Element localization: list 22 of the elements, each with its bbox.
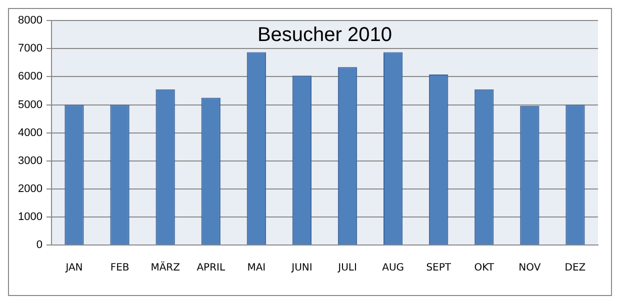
- x-tick-label: JULI: [337, 262, 357, 274]
- x-tick-label: JUNI: [290, 262, 312, 274]
- x-tick-label: DEZ: [564, 262, 586, 274]
- x-tick-label: JAN: [64, 262, 83, 274]
- x-tick-label: NOV: [518, 262, 541, 274]
- y-tick-label: 2000: [18, 182, 42, 195]
- x-tick-label: FEB: [110, 262, 130, 274]
- y-tick-label: 4000: [18, 126, 42, 139]
- x-tick-label: OKT: [474, 262, 495, 274]
- x-tick-label: APRIL: [196, 262, 226, 274]
- y-tick-label: 1000: [18, 210, 42, 223]
- x-tick-label: SEPT: [426, 262, 452, 274]
- y-tick-label: 6000: [18, 70, 42, 83]
- chart-title: Besucher 2010: [257, 24, 392, 46]
- y-tick-label: 0: [36, 239, 42, 252]
- y-tick-label: 5000: [18, 98, 42, 111]
- y-tick-label: 3000: [18, 154, 42, 167]
- x-tick-label: AUG: [382, 262, 404, 274]
- y-tick-label: 8000: [18, 14, 42, 27]
- x-tick-label: MAI: [247, 262, 266, 274]
- y-tick-label: 7000: [18, 42, 42, 55]
- x-tick-label: MÄRZ: [150, 260, 180, 274]
